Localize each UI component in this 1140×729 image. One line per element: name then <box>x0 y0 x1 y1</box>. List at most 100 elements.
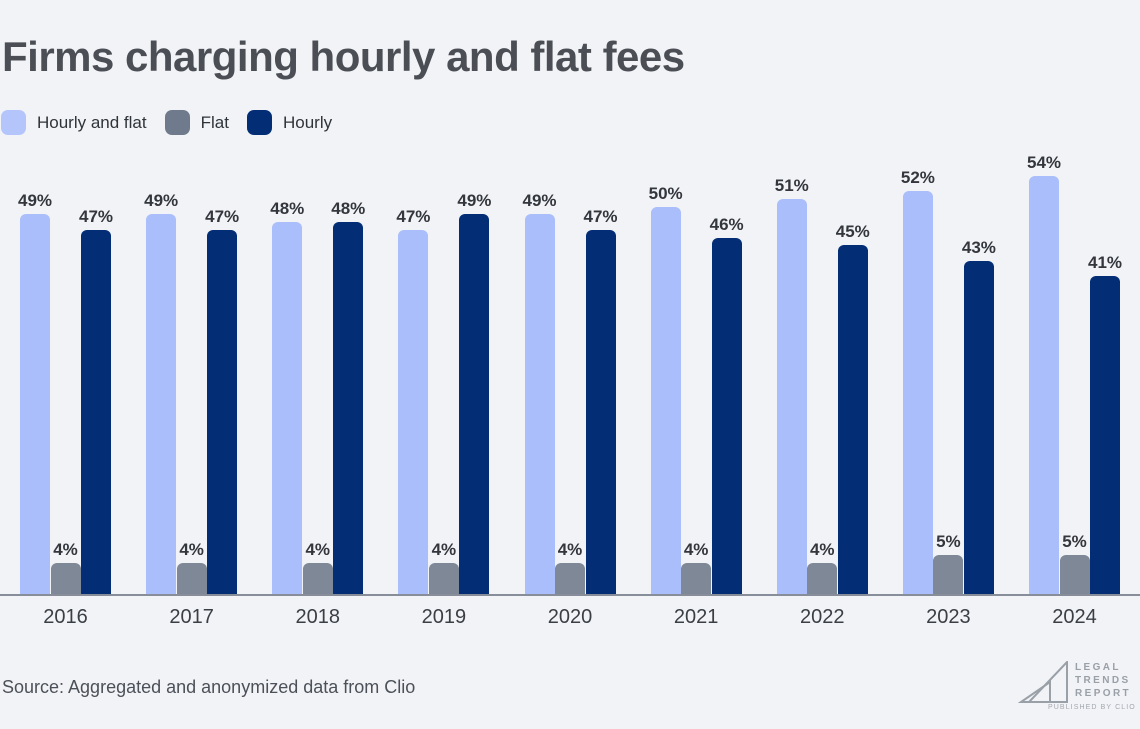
bar-flat-2022: 4% <box>807 540 838 594</box>
bar-flat-2018: 4% <box>302 540 333 594</box>
bar-hourly-2019: 49% <box>457 191 491 594</box>
bar-fill <box>555 563 585 594</box>
logo-line-legal: LEGAL <box>1075 662 1121 673</box>
legend-swatch-flat <box>164 110 190 135</box>
bar-fill <box>1059 555 1090 594</box>
bar-fill <box>333 222 364 594</box>
bar-hourly-and-flat-2016: 49% <box>18 191 52 594</box>
bar-value-label: 47% <box>205 206 240 226</box>
bar-hourly-and-flat-2020: 49% <box>522 191 557 594</box>
bar-value-label: 4% <box>53 540 78 559</box>
bar-fill <box>81 229 111 594</box>
bar-fill <box>650 206 681 594</box>
bar-fill <box>933 555 964 594</box>
bar-fill <box>428 563 459 594</box>
bar-hourly-2024: 41% <box>1088 253 1122 594</box>
bar-fill <box>272 222 303 594</box>
bar-flat-2024: 5% <box>1059 532 1090 594</box>
bar-hourly-and-flat-2017: 49% <box>144 191 178 594</box>
bar-fill <box>459 214 490 594</box>
bar-hourly-2017: 47% <box>205 207 239 594</box>
bar-value-label: 49% <box>457 191 492 211</box>
bar-flat-2020: 4% <box>555 540 585 594</box>
bar-hourly-2022: 45% <box>836 222 870 594</box>
bar-value-label: 49% <box>144 191 179 211</box>
axis-label-2016: 2016 <box>43 606 88 628</box>
bar-value-label: 43% <box>961 237 996 257</box>
bar-flat-2023: 5% <box>933 532 964 594</box>
legend-item-hourly: Hourly <box>246 110 333 135</box>
bar-fill <box>302 563 333 594</box>
bar-value-label: 41% <box>1087 253 1123 273</box>
legend-label: Flat <box>200 112 229 132</box>
bar-fill <box>524 214 555 594</box>
bar-hourly-2021: 46% <box>710 215 744 594</box>
bar-hourly-2020: 47% <box>583 207 618 594</box>
bar-chart-plot-area: 49% 4% 47% 49% 4% 47% 48% 4% 48% 47% 4% 49% 49% 4% 47%… <box>0 150 1140 594</box>
bar-value-label: 4% <box>683 540 709 559</box>
bar-value-label: 45% <box>835 222 870 242</box>
legend-label: Hourly <box>282 112 333 132</box>
trend-triangles-icon <box>1017 661 1068 703</box>
legend-item-hourly-and-flat: Hourly and flat <box>1 110 147 135</box>
legal-trends-report-logo: LEGAL TRENDS REPORT <box>1016 661 1131 703</box>
x-axis-line <box>0 594 1140 596</box>
bar-value-label: 54% <box>1026 152 1062 172</box>
bar-fill <box>1090 276 1120 594</box>
x-axis-labels: 2016 2017 2018 2019 2020 2021 2022 2023 2024 <box>0 606 1140 629</box>
axis-label-2022: 2022 <box>800 606 845 628</box>
axis-label-2023: 2023 <box>926 606 971 628</box>
bar-value-label: 5% <box>1062 532 1087 552</box>
bar-group-2020: 49% 4% 47% <box>522 150 618 594</box>
bar-fill <box>902 191 933 594</box>
bar-value-label: 4% <box>179 540 204 559</box>
bar-fill <box>146 214 177 594</box>
bar-value-label: 49% <box>17 191 53 211</box>
bar-hourly-and-flat-2019: 47% <box>396 207 430 594</box>
bar-fill <box>207 229 238 594</box>
bar-fill <box>176 563 207 594</box>
bar-fill <box>681 563 712 594</box>
bar-hourly-2018: 48% <box>331 199 365 594</box>
bar-value-label: 48% <box>270 199 305 218</box>
axis-label-2019: 2019 <box>421 606 467 628</box>
bar-value-label: 5% <box>936 532 961 552</box>
bar-value-label: 4% <box>305 540 331 559</box>
bar-value-label: 46% <box>709 214 744 234</box>
bar-group-2021: 50% 4% 46% <box>649 150 744 594</box>
logo-line-report: REPORT <box>1075 688 1132 699</box>
bar-value-label: 49% <box>522 191 557 211</box>
bar-flat-2016: 4% <box>50 540 81 594</box>
bar-hourly-and-flat-2023: 52% <box>901 168 935 594</box>
chart-legend: Hourly and flat Flat Hourly <box>1 110 332 135</box>
bar-group-2022: 51% 4% 45% <box>774 150 870 594</box>
bar-value-label: 51% <box>774 175 809 195</box>
bar-fill <box>963 260 994 594</box>
bar-fill <box>711 237 742 594</box>
bar-group-2016: 49% 4% 47% <box>18 150 113 594</box>
bar-fill <box>20 214 50 594</box>
bar-hourly-2016: 47% <box>79 207 113 594</box>
bar-group-2019: 47% 4% 49% <box>396 150 491 594</box>
bar-group-2018: 48% 4% 48% <box>270 150 365 594</box>
bar-value-label: 52% <box>900 168 935 187</box>
legend-label: Hourly and flat <box>37 112 147 132</box>
bar-value-label: 4% <box>557 540 583 559</box>
chart-title: Firms charging hourly and flat fees <box>2 33 685 80</box>
bar-hourly-and-flat-2018: 48% <box>270 199 304 594</box>
axis-label-2018: 2018 <box>295 606 341 628</box>
bar-fill <box>776 198 807 594</box>
bar-group-2023: 52% 5% 43% <box>901 150 996 594</box>
legend-swatch-hourly <box>246 110 272 135</box>
bar-value-label: 4% <box>431 540 457 559</box>
bar-fill <box>807 563 838 594</box>
bar-fill <box>837 245 868 594</box>
bar-value-label: 48% <box>331 199 366 218</box>
bar-fill <box>1029 175 1059 594</box>
bar-fill <box>585 229 616 594</box>
bar-value-label: 47% <box>583 206 618 226</box>
bar-value-label: 47% <box>396 206 431 226</box>
bar-group-2017: 49% 4% 47% <box>144 150 239 594</box>
axis-label-2024: 2024 <box>1052 606 1097 628</box>
logo-line-trends: TRENDS <box>1075 675 1131 686</box>
